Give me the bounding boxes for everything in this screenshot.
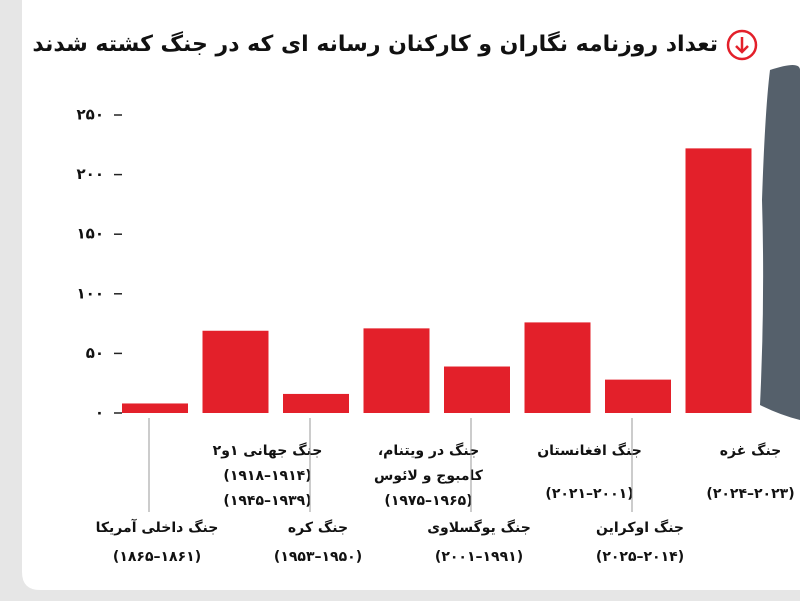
x-tick-label: جنگ در ویتنام،	[378, 442, 479, 459]
bar	[524, 322, 591, 413]
x-tick-label: (۱۹۹۱–۲۰۰۱)	[435, 549, 523, 565]
bar	[685, 148, 752, 413]
x-tick-label: (۲۰۱۴–۲۰۲۵)	[596, 549, 684, 565]
bar	[122, 403, 188, 413]
x-tick-label: جنگ افغانستان	[537, 442, 642, 459]
bar	[363, 328, 430, 413]
bar	[605, 379, 671, 413]
photo-edge	[760, 65, 800, 420]
bar	[444, 366, 510, 413]
x-tick-label: (۲۰۰۱–۲۰۲۱)	[545, 486, 633, 502]
y-tick-label: ۰	[95, 404, 104, 422]
bar	[283, 393, 349, 413]
x-tick-label: جنگ غزه	[720, 442, 782, 459]
x-tick-label: (۱۹۱۴–۱۹۱۸)	[223, 468, 311, 484]
y-tick-label: ۵۰	[86, 344, 104, 362]
x-tick-label: (۱۹۳۹–۱۹۴۵)	[223, 493, 311, 509]
title-icon-arrow	[735, 37, 749, 54]
x-tick-label: جنگ داخلی آمریکا	[96, 518, 219, 536]
x-tick-label: (۲۰۲۳–۲۰۲۴)	[706, 486, 794, 502]
x-tick-label: جنگ یوگسلاوی	[427, 519, 531, 536]
x-tick-label: جنگ کره	[288, 519, 348, 536]
x-tick-label: جنگ اوکراین	[596, 519, 684, 536]
x-tick-label: کامبوج و لائوس	[374, 468, 484, 484]
x-tick-label: (۱۹۵۰–۱۹۵۳)	[274, 549, 362, 565]
x-tick-label: (۱۹۶۵–۱۹۷۵)	[384, 493, 472, 509]
chart-title: تعداد روزنامه نگاران و کارکنان رسانه ای …	[32, 30, 718, 57]
bar	[202, 330, 269, 413]
x-tick-label: جنگ جهانی ۱و۲	[213, 442, 323, 459]
y-tick-label: ۱۵۰	[77, 225, 104, 243]
y-tick-label: ۱۰۰	[77, 284, 104, 302]
y-tick-label: ۲۰۰	[77, 165, 104, 183]
y-tick-label: ۲۵۰	[77, 106, 104, 124]
x-tick-label: (۱۸۶۱–۱۸۶۵)	[113, 549, 201, 565]
